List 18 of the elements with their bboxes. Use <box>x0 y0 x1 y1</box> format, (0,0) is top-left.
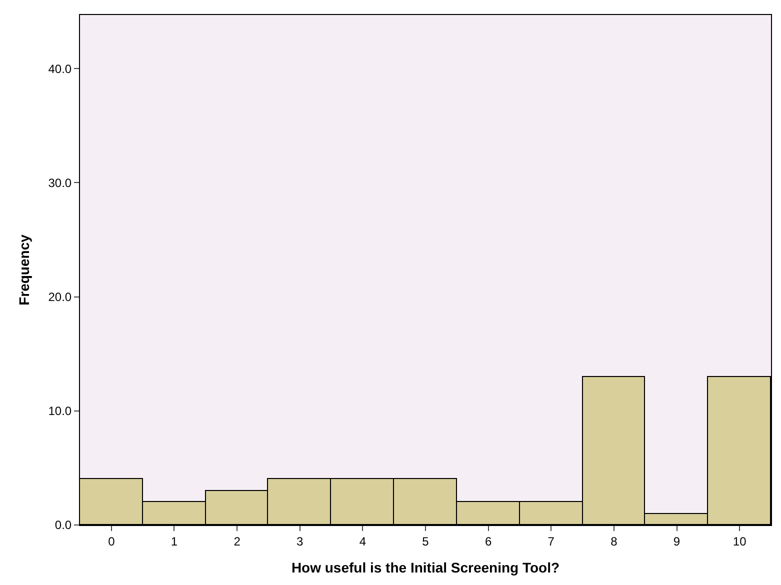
y-tick-label: 20.0 <box>48 290 72 304</box>
y-tick-label: 10.0 <box>48 404 72 418</box>
x-tick-label: 1 <box>170 534 178 548</box>
x-tick-label: 9 <box>673 534 680 548</box>
x-tick-label: 5 <box>422 534 430 548</box>
x-tick-label: 2 <box>234 534 241 548</box>
y-tick-label: 30.0 <box>48 176 72 190</box>
x-axis-title: How useful is the Initial Screening Tool? <box>291 560 560 576</box>
x-tick-label: 6 <box>484 534 492 548</box>
x-tick-label: 4 <box>359 534 366 548</box>
y-tick-label: 0.0 <box>54 518 72 532</box>
x-tick-label: 3 <box>296 534 304 548</box>
x-tick-label: 7 <box>548 534 555 548</box>
y-tick-label: 40.0 <box>48 62 72 76</box>
y-axis-title: Frequency <box>16 234 32 306</box>
x-tick-label: 8 <box>610 534 618 548</box>
x-tick-label: 10 <box>732 534 747 548</box>
x-tick-label: 0 <box>108 534 116 548</box>
